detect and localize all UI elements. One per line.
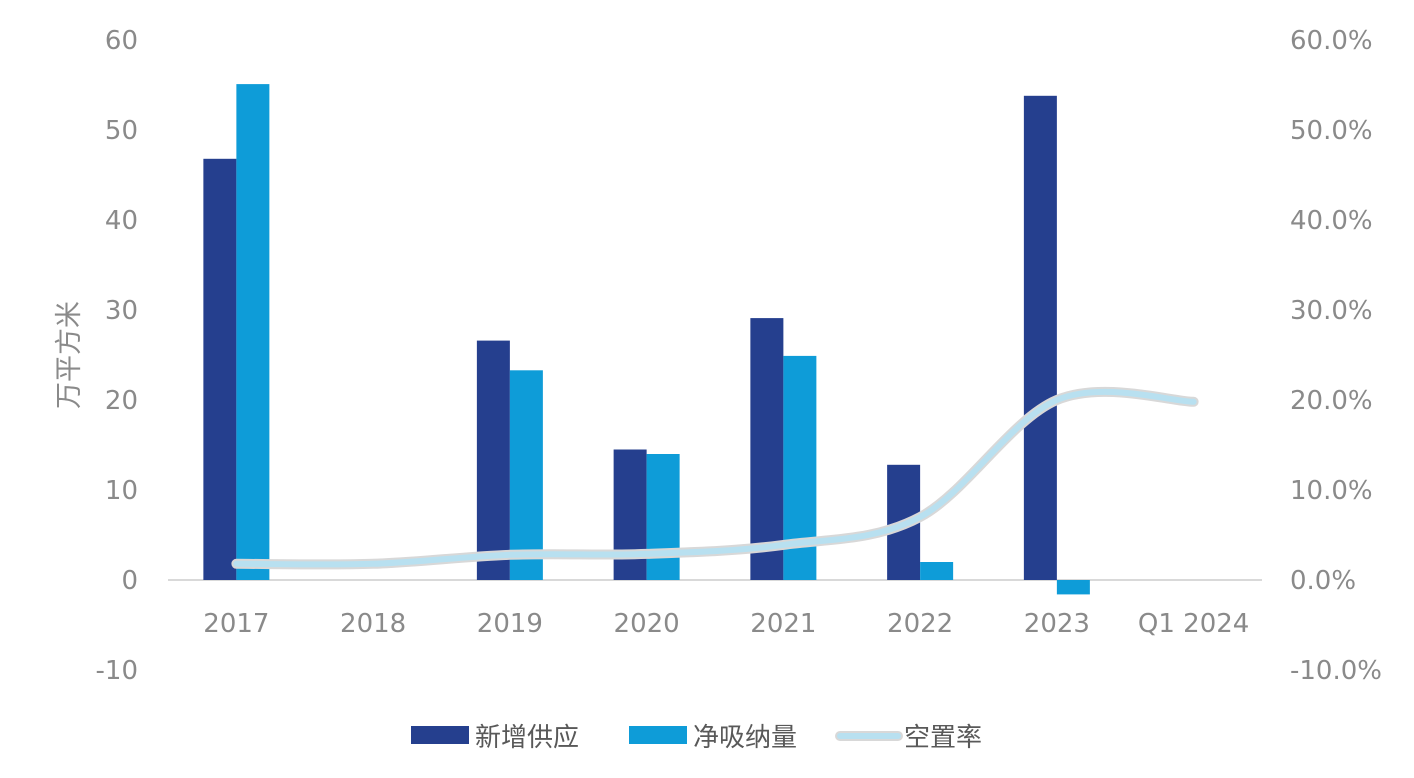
bar-net-absorption [646, 454, 680, 580]
bar-net-absorption [920, 562, 954, 580]
y2-tick-label: 40.0% [1290, 206, 1373, 236]
bars-group [203, 84, 1090, 595]
y2-tick-label: 60.0% [1290, 26, 1373, 56]
legend-group: 新增供应 净吸纳量 空置率 [411, 723, 982, 753]
legend-swatch [411, 726, 469, 744]
bar-new-supply [613, 449, 647, 580]
bar-new-supply [1023, 95, 1057, 581]
y2-tick-label: 10.0% [1290, 476, 1373, 506]
y-tick-label: 50 [105, 116, 138, 146]
y2-tick-label: 50.0% [1290, 116, 1373, 146]
legend-label: 新增供应 [475, 723, 579, 753]
y-tick-label: 10 [105, 476, 138, 506]
bar-net-absorption [236, 84, 270, 580]
x-tick-label: 2017 [203, 609, 269, 639]
y2-tick-label: 30.0% [1290, 296, 1373, 326]
y2-tick-label: -10.0% [1290, 656, 1382, 686]
x-tick-label: Q1 2024 [1138, 609, 1249, 639]
y2-tick-label: 0.0% [1290, 566, 1356, 596]
legend-label: 空置率 [904, 723, 982, 753]
legend-label: 净吸纳量 [693, 723, 797, 753]
line-group [231, 386, 1199, 570]
bar-new-supply [476, 340, 510, 580]
y2-tick-label: 20.0% [1290, 386, 1373, 416]
bar-net-absorption [1056, 580, 1090, 595]
x-tick-label: 2018 [340, 609, 406, 639]
y-tick-label: 60 [105, 26, 138, 56]
x-tick-label: 2020 [614, 609, 680, 639]
y-tick-label: 40 [105, 206, 138, 236]
y-tick-label: 0 [121, 566, 138, 596]
y-tick-label: 20 [105, 386, 138, 416]
bar-new-supply [750, 318, 784, 580]
x-tick-label: 2021 [750, 609, 816, 639]
x-tick-label: 2023 [1024, 609, 1090, 639]
bar-new-supply [203, 158, 237, 581]
legend-swatch [629, 726, 687, 744]
y-tick-label: -10 [96, 656, 138, 686]
x-tick-label: 2019 [477, 609, 543, 639]
y-axis-title: 万平方米 [54, 301, 85, 409]
vacancy-line [233, 388, 1197, 568]
bar-net-absorption [509, 370, 543, 580]
x-tick-label: 2022 [887, 609, 953, 639]
y-tick-label: 30 [105, 296, 138, 326]
